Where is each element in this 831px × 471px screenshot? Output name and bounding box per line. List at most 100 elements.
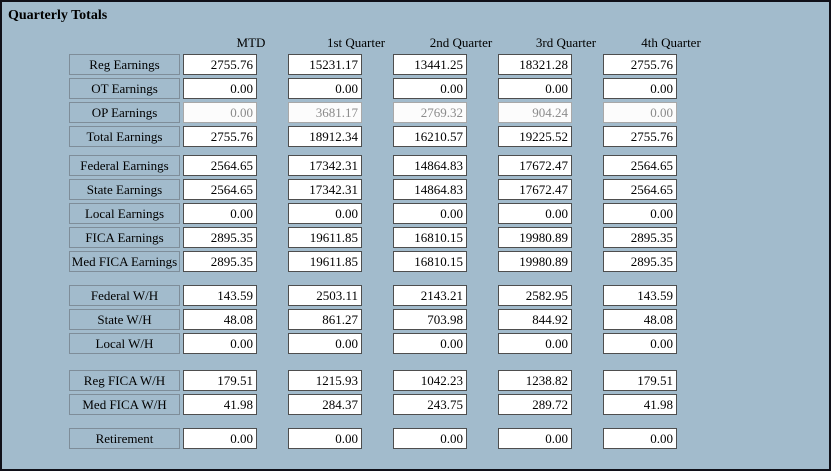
row-label-state-w-h: State W/H [69,309,180,330]
input-state-earnings-mtd[interactable] [183,179,257,200]
input-state-w-h-q2[interactable] [393,309,467,330]
input-total-earnings-q2[interactable] [393,126,467,147]
input-local-earnings-q1[interactable] [288,203,362,224]
input-med-fica-earnings-q3[interactable] [498,251,572,272]
input-med-fica-w-h-q4[interactable] [603,394,677,415]
input-total-earnings-q1[interactable] [288,126,362,147]
input-federal-earnings-mtd[interactable] [183,155,257,176]
input-local-w-h-mtd[interactable] [183,333,257,354]
input-ot-earnings-mtd[interactable] [183,78,257,99]
table-row-reg-fica-w-h: Reg FICA W/H [69,370,677,391]
field-group-1: Reg Earnings OT Earnings OP Earnings Total … [69,54,677,147]
input-reg-earnings-q2[interactable] [393,54,467,75]
input-local-w-h-q2[interactable] [393,333,467,354]
input-med-fica-w-h-q1[interactable] [288,394,362,415]
input-ot-earnings-q1[interactable] [288,78,362,99]
input-federal-earnings-q3[interactable] [498,155,572,176]
input-ot-earnings-q4[interactable] [603,78,677,99]
input-local-w-h-q1[interactable] [288,333,362,354]
input-total-earnings-q3[interactable] [498,126,572,147]
table-row-local-w-h: Local W/H [69,333,677,354]
column-header-q1: 1st Quarter [326,35,386,50]
input-federal-earnings-q1[interactable] [288,155,362,176]
input-med-fica-earnings-q4[interactable] [603,251,677,272]
input-state-w-h-q1[interactable] [288,309,362,330]
input-med-fica-w-h-q3[interactable] [498,394,572,415]
input-ot-earnings-q2[interactable] [393,78,467,99]
input-med-fica-earnings-q2[interactable] [393,251,467,272]
input-state-w-h-q4[interactable] [603,309,677,330]
field-group-4: Reg FICA W/H Med FICA W/H [69,370,677,415]
input-med-fica-earnings-q1[interactable] [288,251,362,272]
input-federal-earnings-q4[interactable] [603,155,677,176]
table-row-local-earnings: Local Earnings [69,203,677,224]
input-state-earnings-q1[interactable] [288,179,362,200]
row-label-retirement: Retirement [69,428,180,449]
table-row-state-earnings: State Earnings [69,179,677,200]
input-retirement-q4[interactable] [603,428,677,449]
input-federal-w-h-mtd[interactable] [183,285,257,306]
input-state-earnings-q3[interactable] [498,179,572,200]
input-op-earnings-q4 [603,102,677,123]
input-reg-earnings-q1[interactable] [288,54,362,75]
table-row-state-w-h: State W/H [69,309,677,330]
row-label-med-fica-w-h: Med FICA W/H [69,394,180,415]
row-label-local-w-h: Local W/H [69,333,180,354]
input-reg-fica-w-h-q4[interactable] [603,370,677,391]
input-reg-fica-w-h-q3[interactable] [498,370,572,391]
column-header-q4: 4th Quarter [641,35,701,50]
row-label-op-earnings: OP Earnings [69,102,180,123]
field-group-5: Retirement [69,428,677,449]
input-reg-earnings-q3[interactable] [498,54,572,75]
input-fica-earnings-q3[interactable] [498,227,572,248]
input-state-w-h-mtd[interactable] [183,309,257,330]
input-reg-earnings-q4[interactable] [603,54,677,75]
input-state-earnings-q4[interactable] [603,179,677,200]
input-retirement-q2[interactable] [393,428,467,449]
input-med-fica-w-h-mtd[interactable] [183,394,257,415]
input-op-earnings-q2 [393,102,467,123]
input-total-earnings-mtd[interactable] [183,126,257,147]
row-label-ot-earnings: OT Earnings [69,78,180,99]
input-local-earnings-mtd[interactable] [183,203,257,224]
column-header-q3: 3rd Quarter [535,35,597,50]
input-total-earnings-q4[interactable] [603,126,677,147]
input-federal-w-h-q2[interactable] [393,285,467,306]
table-row-total-earnings: Total Earnings [69,126,677,147]
row-label-reg-fica-w-h: Reg FICA W/H [69,370,180,391]
input-fica-earnings-q1[interactable] [288,227,362,248]
input-local-w-h-q4[interactable] [603,333,677,354]
input-op-earnings-mtd [183,102,257,123]
input-reg-fica-w-h-mtd[interactable] [183,370,257,391]
input-fica-earnings-q4[interactable] [603,227,677,248]
input-federal-w-h-q1[interactable] [288,285,362,306]
row-label-state-earnings: State Earnings [69,179,180,200]
input-federal-w-h-q3[interactable] [498,285,572,306]
table-row-med-fica-w-h: Med FICA W/H [69,394,677,415]
input-retirement-q3[interactable] [498,428,572,449]
input-reg-fica-w-h-q2[interactable] [393,370,467,391]
row-label-reg-earnings: Reg Earnings [69,54,180,75]
table-row-op-earnings: OP Earnings [69,102,677,123]
input-op-earnings-q3 [498,102,572,123]
input-reg-earnings-mtd[interactable] [183,54,257,75]
input-retirement-mtd[interactable] [183,428,257,449]
input-local-earnings-q2[interactable] [393,203,467,224]
row-label-total-earnings: Total Earnings [69,126,180,147]
input-local-earnings-q4[interactable] [603,203,677,224]
input-federal-earnings-q2[interactable] [393,155,467,176]
table-row-federal-earnings: Federal Earnings [69,155,677,176]
input-state-earnings-q2[interactable] [393,179,467,200]
field-group-3: Federal W/H State W/H Local W/H [69,285,677,354]
input-fica-earnings-q2[interactable] [393,227,467,248]
input-ot-earnings-q3[interactable] [498,78,572,99]
input-local-earnings-q3[interactable] [498,203,572,224]
input-state-w-h-q3[interactable] [498,309,572,330]
input-retirement-q1[interactable] [288,428,362,449]
input-reg-fica-w-h-q1[interactable] [288,370,362,391]
input-federal-w-h-q4[interactable] [603,285,677,306]
input-med-fica-w-h-q2[interactable] [393,394,467,415]
input-med-fica-earnings-mtd[interactable] [183,251,257,272]
input-fica-earnings-mtd[interactable] [183,227,257,248]
input-local-w-h-q3[interactable] [498,333,572,354]
